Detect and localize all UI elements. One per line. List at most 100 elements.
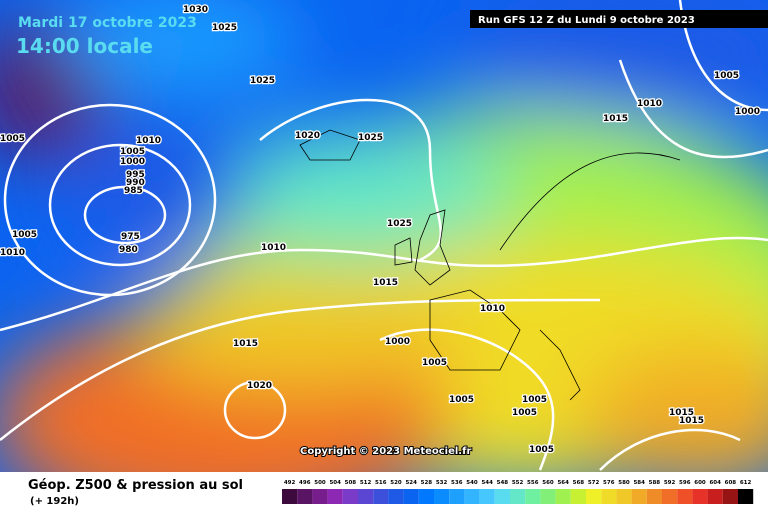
isobars xyxy=(0,0,768,471)
copyright: Copyright © 2023 Meteociel.fr xyxy=(300,446,471,457)
isobar-label: 1005 xyxy=(512,408,537,418)
scale-label: 508 xyxy=(345,480,357,486)
scale-swatch xyxy=(631,489,647,504)
legend-subtitle: (+ 192h) xyxy=(30,496,79,507)
scale-label: 540 xyxy=(466,480,478,486)
scale-label: 492 xyxy=(284,480,296,486)
isobar-label: 1020 xyxy=(295,131,320,141)
scale-swatch xyxy=(449,489,465,504)
isobar-label: 1015 xyxy=(603,114,628,124)
run-info: Run GFS 12 Z du Lundi 9 octobre 2023 xyxy=(478,15,695,26)
scale-label: 588 xyxy=(649,480,661,486)
isobar-label: 1010 xyxy=(136,136,161,146)
scale-swatch xyxy=(282,489,298,504)
isobar-label: 1025 xyxy=(387,219,412,229)
scale-swatch xyxy=(434,489,450,504)
coastlines xyxy=(299,129,681,401)
scale-label: 532 xyxy=(436,480,448,486)
scale-swatch xyxy=(722,489,738,504)
date-label: Mardi 17 octobre 2023 xyxy=(18,15,197,31)
isobar-label: 1005 xyxy=(422,358,447,368)
scale-label: 524 xyxy=(405,480,417,486)
scale-swatch xyxy=(373,489,389,504)
scale-label: 520 xyxy=(390,480,402,486)
scale-label: 592 xyxy=(664,480,676,486)
scale-swatch xyxy=(692,489,708,504)
scale-swatch xyxy=(358,489,374,504)
scale-label: 612 xyxy=(740,480,752,486)
scale-label: 544 xyxy=(481,480,493,486)
scale-label: 528 xyxy=(421,480,433,486)
scale-swatch xyxy=(388,489,404,504)
isobar-label: 1030 xyxy=(183,5,208,15)
isobar-label: 1025 xyxy=(250,76,275,86)
scale-swatch xyxy=(707,489,723,504)
scale-label: 600 xyxy=(694,480,706,486)
scale-swatch xyxy=(418,489,434,504)
legend-title: Géop. Z500 & pression au sol xyxy=(28,478,243,493)
isobar-label: 1020 xyxy=(247,381,272,391)
scale-swatch xyxy=(738,489,754,504)
isobar-label: 1005 xyxy=(529,445,554,455)
scale-label: 552 xyxy=(512,480,524,486)
isobar-label: 1015 xyxy=(233,339,258,349)
isobar-label: 975 xyxy=(121,232,140,242)
scale-swatch xyxy=(586,489,602,504)
scale-label: 512 xyxy=(360,480,372,486)
isobar-label: 1015 xyxy=(679,416,704,426)
isobar-label: 990 xyxy=(126,178,145,188)
isobar-label: 1015 xyxy=(373,278,398,288)
scale-label: 536 xyxy=(451,480,463,486)
scale-swatch xyxy=(342,489,358,504)
isobar-label: 1010 xyxy=(0,248,25,258)
time-label: 14:00 locale xyxy=(16,34,153,58)
scale-label: 504 xyxy=(329,480,341,486)
scale-label: 548 xyxy=(497,480,509,486)
run-banner xyxy=(470,10,768,28)
scale-swatch xyxy=(479,489,495,504)
scale-swatch xyxy=(494,489,510,504)
scale-swatch xyxy=(646,489,662,504)
scale-swatch xyxy=(312,489,328,504)
scale-label: 564 xyxy=(557,480,569,486)
scale-swatch xyxy=(677,489,693,504)
scale-label: 584 xyxy=(633,480,645,486)
scale-label: 516 xyxy=(375,480,387,486)
color-scale: 492 496 500 504 508 512 516 520 524 528 532 536 540 5… xyxy=(282,480,754,504)
scale-label: 576 xyxy=(603,480,615,486)
isobar-label: 1000 xyxy=(735,107,760,117)
scale-swatch xyxy=(570,489,586,504)
isobar-label: 980 xyxy=(119,245,138,255)
scale-swatch xyxy=(662,489,678,504)
scale-swatch xyxy=(464,489,480,504)
isobar-label: 1005 xyxy=(12,230,37,240)
scale-swatch xyxy=(510,489,526,504)
scale-swatch xyxy=(297,489,313,504)
scale-label: 608 xyxy=(725,480,737,486)
scale-label: 556 xyxy=(527,480,539,486)
isobar-label: 1005 xyxy=(120,147,145,157)
isobar-label: 995 xyxy=(126,170,145,180)
scale-label: 604 xyxy=(709,480,721,486)
isobar-label: 1005 xyxy=(0,134,25,144)
isobar-label: 1010 xyxy=(480,304,505,314)
scale-label: 572 xyxy=(588,480,600,486)
isobar-label: 1005 xyxy=(522,395,547,405)
scale-label: 596 xyxy=(679,480,691,486)
isobar-label: 1000 xyxy=(385,337,410,347)
scale-label: 500 xyxy=(314,480,326,486)
isobar-label: 1010 xyxy=(637,99,662,109)
scale-swatch xyxy=(540,489,556,504)
isobar-label: 1000 xyxy=(120,157,145,167)
scale-label: 496 xyxy=(299,480,311,486)
isobar-label: 1015 xyxy=(669,408,694,418)
isobar-label: 985 xyxy=(124,186,143,196)
scale-label: 568 xyxy=(573,480,585,486)
scale-swatch xyxy=(555,489,571,504)
scale-swatch xyxy=(403,489,419,504)
isobar-label: 1025 xyxy=(358,133,383,143)
scale-swatch xyxy=(616,489,632,504)
